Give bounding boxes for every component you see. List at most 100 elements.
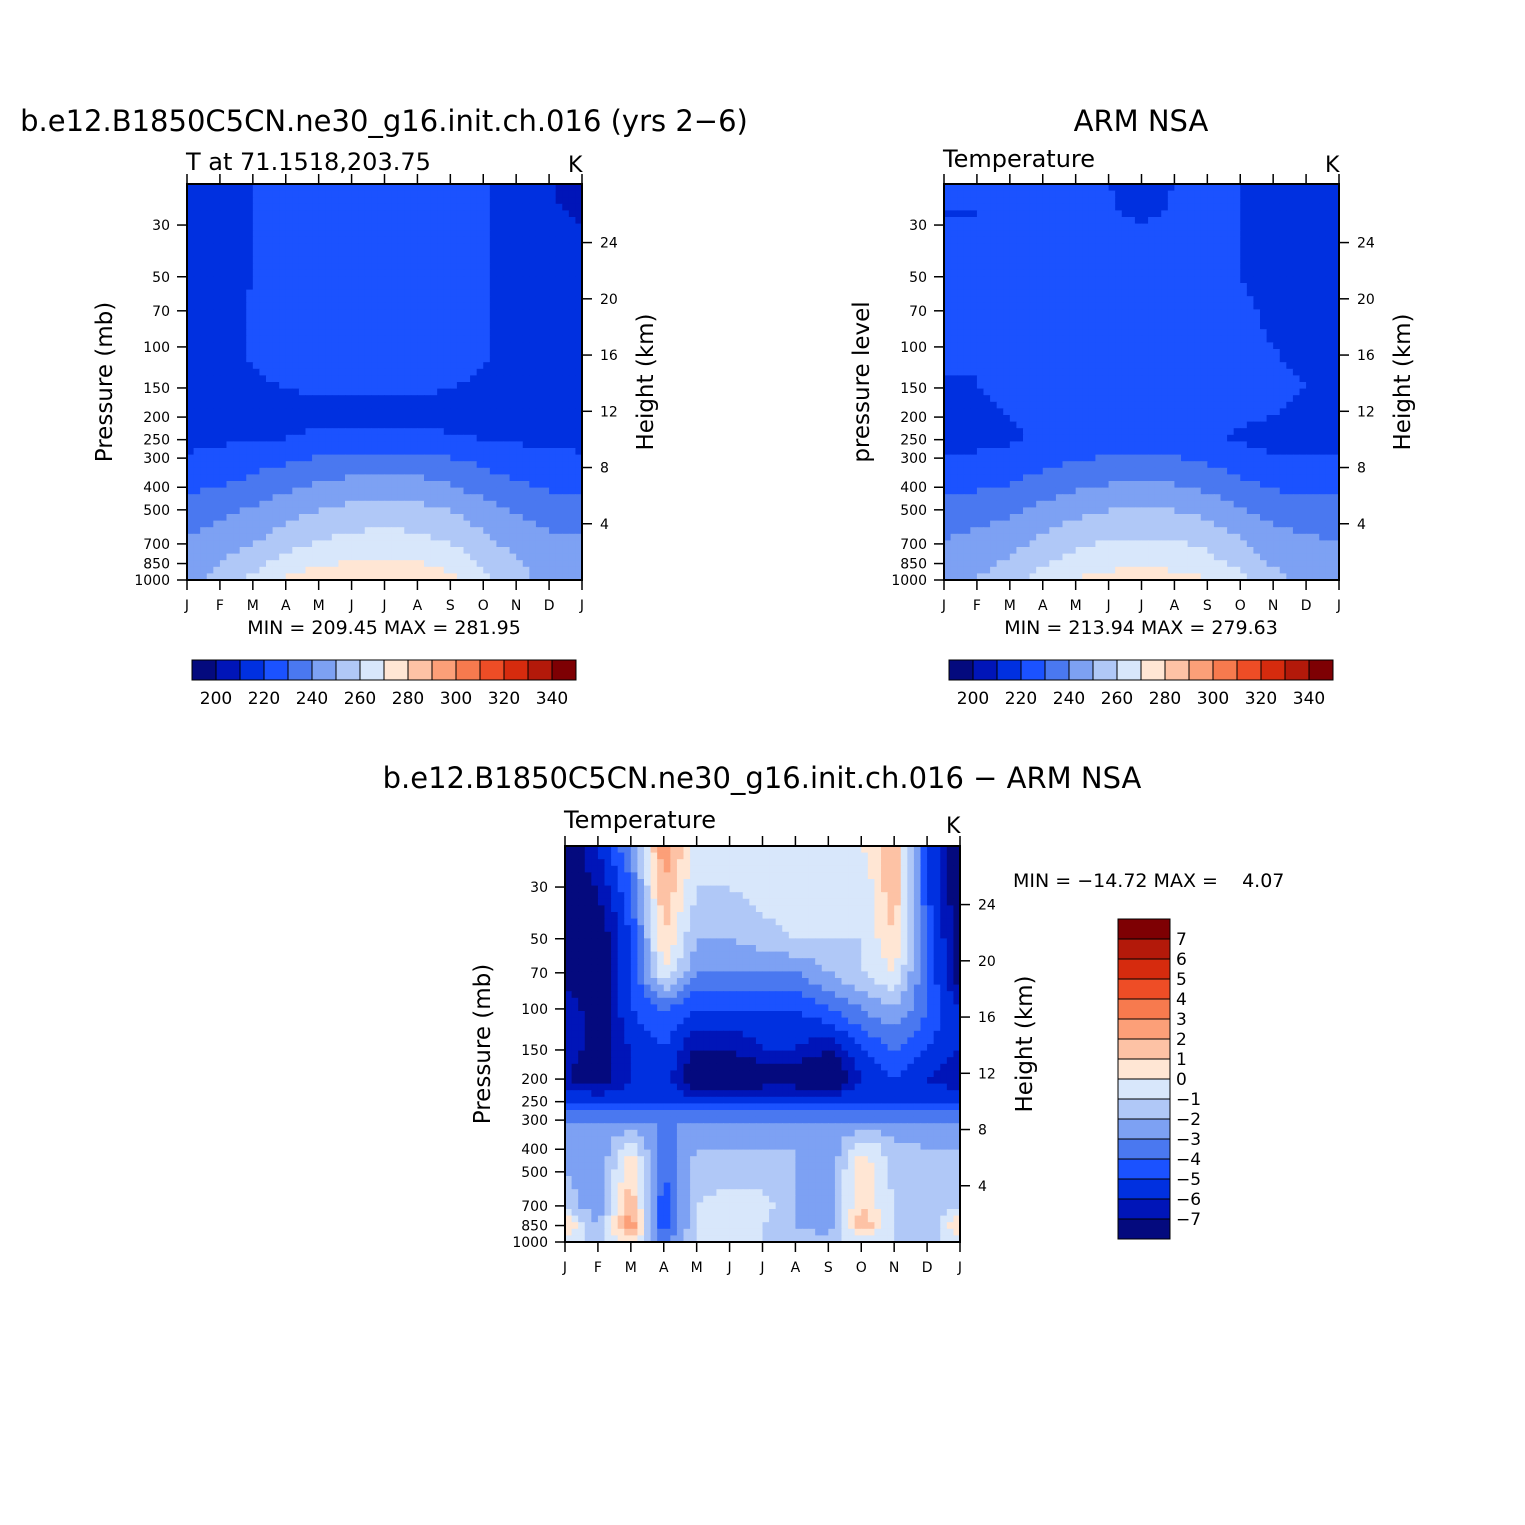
contour-cell xyxy=(279,547,287,555)
contour-cell xyxy=(1279,223,1287,231)
contour-cell xyxy=(331,243,340,251)
contour-cell xyxy=(384,355,392,363)
contour-cell xyxy=(430,494,438,502)
contour-cell xyxy=(285,342,293,350)
contour-cell xyxy=(1154,210,1162,218)
contour-cell xyxy=(562,289,570,297)
contour-cell xyxy=(226,382,234,390)
contour-cell xyxy=(970,309,978,317)
contour-cell xyxy=(522,481,530,489)
contour-cell xyxy=(226,573,234,580)
contour-cell xyxy=(364,256,372,264)
contour-cell xyxy=(252,349,261,357)
contour-cell xyxy=(279,217,287,225)
contour-cell xyxy=(1227,309,1235,317)
contour-cell xyxy=(1042,302,1050,310)
contour-cell xyxy=(575,415,582,423)
contour-cell xyxy=(1128,283,1136,291)
contour-cell xyxy=(1207,256,1215,264)
contour-cell xyxy=(489,335,498,343)
contour-cell xyxy=(456,230,465,238)
contour-cell xyxy=(206,316,214,324)
contour-cell xyxy=(1286,263,1294,271)
contour-cell xyxy=(325,421,333,429)
contour-cell xyxy=(200,322,208,330)
contour-cell xyxy=(529,527,537,535)
contour-cell xyxy=(305,454,313,462)
contour-cell xyxy=(279,375,287,383)
contour-cell xyxy=(358,230,366,238)
contour-cell xyxy=(443,533,451,541)
contour-cell xyxy=(404,203,412,211)
contour-cell xyxy=(345,560,353,568)
contour-cell xyxy=(266,454,274,462)
contour-cell xyxy=(397,230,405,238)
contour-cell xyxy=(950,230,958,238)
contour-cell xyxy=(1332,296,1339,304)
contour-cell xyxy=(1240,269,1248,277)
contour-cell xyxy=(1332,203,1339,211)
contour-cell xyxy=(542,494,550,502)
contour-cell xyxy=(516,190,524,198)
contour-cell xyxy=(417,316,425,324)
contour-cell xyxy=(272,283,280,291)
contour-cell xyxy=(1102,296,1110,304)
contour-cell xyxy=(266,573,274,580)
contour-cell xyxy=(345,494,353,502)
contour-cell xyxy=(1088,236,1097,244)
contour-cell xyxy=(489,415,498,423)
contour-cell xyxy=(371,236,379,244)
contour-cell xyxy=(351,566,359,574)
contour-cell xyxy=(384,520,392,528)
contour-cell xyxy=(285,448,293,456)
contour-cell xyxy=(430,415,438,423)
contour-cell xyxy=(443,190,451,198)
contour-cell xyxy=(496,507,504,515)
contour-cell xyxy=(364,217,372,225)
contour-cell xyxy=(529,217,537,225)
contour-cell xyxy=(239,243,247,251)
contour-cell xyxy=(384,428,392,436)
contour-cell xyxy=(266,349,274,357)
contour-cell xyxy=(963,276,971,284)
contour-cell xyxy=(562,388,570,396)
contour-cell xyxy=(187,487,195,495)
contour-cell xyxy=(325,467,333,475)
contour-cell xyxy=(384,500,392,508)
contour-cell xyxy=(1023,250,1031,258)
contour-cell xyxy=(1042,283,1050,291)
contour-cell xyxy=(456,421,465,429)
contour-cell xyxy=(483,236,491,244)
contour-cell xyxy=(226,514,234,522)
contour-cell xyxy=(1088,217,1097,225)
contour-cell xyxy=(430,362,438,370)
contour-cell xyxy=(463,507,471,515)
contour-cell xyxy=(364,190,372,198)
contour-cell xyxy=(470,507,478,515)
contour-cell xyxy=(1029,269,1037,277)
contour-cell xyxy=(575,236,582,244)
contour-cell xyxy=(990,289,998,297)
contour-cell xyxy=(503,375,511,383)
contour-cell xyxy=(1279,289,1287,297)
contour-cell xyxy=(285,388,293,396)
contour-cell xyxy=(1023,289,1031,297)
contour-cell xyxy=(1049,322,1057,330)
contour-cell xyxy=(483,269,491,277)
contour-cell xyxy=(535,335,544,343)
contour-cell xyxy=(1141,243,1149,251)
contour-cell xyxy=(252,421,261,429)
contour-cell xyxy=(957,309,965,317)
contour-cell xyxy=(1246,309,1255,317)
contour-cell xyxy=(226,533,234,541)
contour-cell xyxy=(437,520,445,528)
contour-cell xyxy=(1260,197,1268,205)
contour-cell xyxy=(219,302,228,310)
contour-cell xyxy=(483,329,491,337)
contour-cell xyxy=(410,296,419,304)
contour-cell xyxy=(417,309,425,317)
contour-fill xyxy=(944,184,1339,580)
contour-cell xyxy=(187,415,195,423)
contour-cell xyxy=(950,184,958,192)
contour-cell xyxy=(430,408,438,416)
